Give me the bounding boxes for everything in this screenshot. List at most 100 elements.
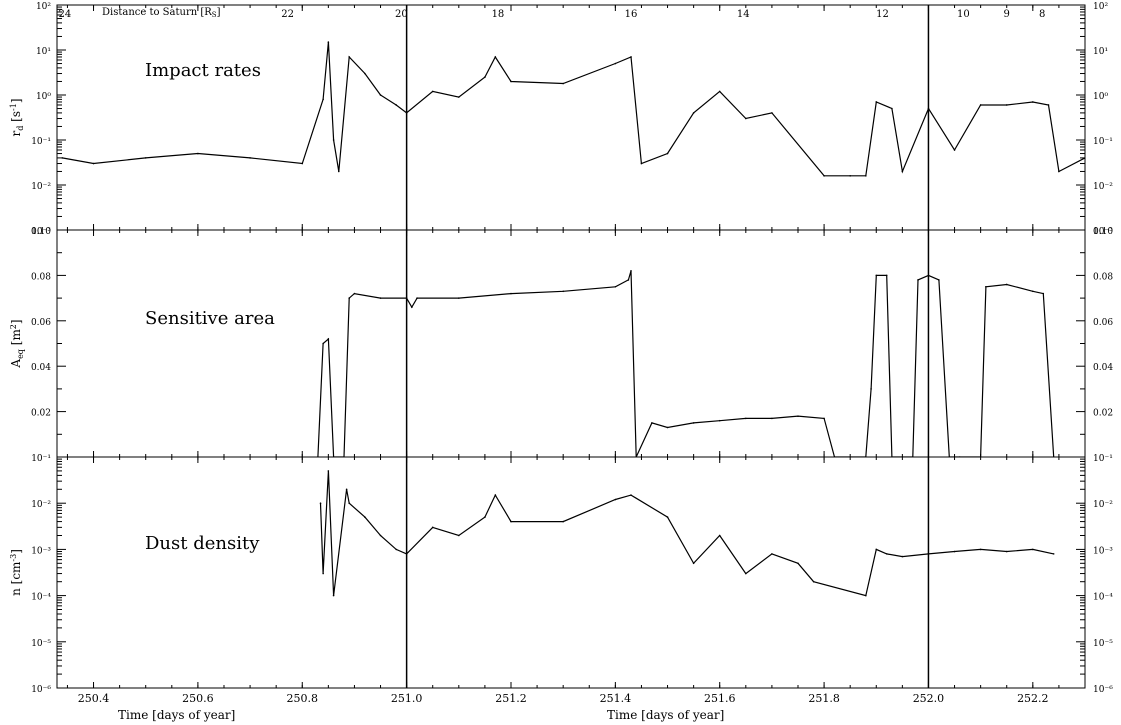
data-point — [948, 456, 951, 457]
data-point — [317, 456, 319, 457]
data-point — [614, 285, 617, 288]
data-point — [431, 526, 434, 529]
data-point — [332, 139, 335, 141]
data-point — [379, 94, 382, 96]
data-point — [322, 572, 324, 575]
top-tick-label: 9 — [1004, 9, 1010, 20]
data-point — [833, 456, 836, 457]
data-point — [348, 56, 351, 58]
data-point — [431, 90, 434, 93]
data-point — [666, 516, 669, 518]
data-point — [1032, 290, 1034, 293]
top-tick-label: 24 — [58, 9, 71, 20]
data-point — [953, 550, 956, 553]
data-point — [865, 175, 867, 177]
y-tick-label-right: 10⁻³ — [1093, 227, 1113, 237]
series-layer — [61, 41, 1085, 597]
data-point — [395, 548, 397, 551]
y-tick-label-left: 10⁻¹ — [31, 137, 51, 147]
panel-title-dust-density: Dust density — [145, 533, 260, 554]
data-point — [875, 548, 878, 551]
data-point — [718, 419, 721, 422]
top-axis-label-sub: S — [212, 11, 217, 19]
series-line-1 — [317, 270, 1055, 457]
data-point — [885, 274, 888, 277]
data-point — [812, 580, 815, 583]
top-tick-label: 10 — [957, 9, 970, 20]
x-tick-label: 251.8 — [808, 692, 840, 705]
top-axis-label: Distance to Saturn [RS] — [102, 7, 221, 19]
data-point — [510, 292, 512, 295]
xlabel-left: Time [days of year] — [118, 708, 235, 722]
data-point — [348, 297, 351, 299]
top-tick-label: 8 — [1039, 9, 1045, 20]
data-point — [92, 162, 95, 165]
data-point — [692, 562, 695, 565]
y-tick-label-left: 0.06 — [31, 318, 51, 328]
data-point — [823, 175, 825, 177]
data-point — [891, 456, 893, 457]
data-point — [630, 494, 632, 496]
x-tick-label: 251.0 — [391, 692, 423, 705]
y-tick-label-right: 0.08 — [1093, 272, 1113, 282]
y-tick-label-left: 10⁻⁴ — [31, 593, 51, 603]
data-point — [979, 456, 982, 457]
data-point — [718, 90, 721, 93]
data-point — [865, 594, 867, 597]
y-tick-label-right: 10⁻¹ — [1093, 454, 1113, 464]
data-point — [640, 162, 643, 165]
data-point — [865, 456, 867, 457]
y-tick-label-left: 10⁻⁵ — [31, 639, 51, 649]
data-point — [1052, 553, 1055, 555]
axis-labels: 250.4 250.6 250.8 251.0 251.2 251.4 251.6 251.8… — [9, 2, 1113, 705]
data-point — [917, 279, 919, 281]
y-tick-label-left: 10⁻² — [31, 182, 51, 192]
data-point — [745, 117, 747, 120]
data-point — [901, 456, 904, 457]
data-point — [771, 112, 773, 114]
data-point — [875, 274, 878, 277]
data-point — [938, 279, 940, 281]
data-point — [891, 107, 893, 110]
data-point — [458, 96, 460, 98]
top-tick-label: 18 — [492, 9, 505, 20]
x-tick-label: 250.6 — [182, 692, 214, 705]
data-point — [635, 456, 638, 457]
data-point — [1052, 456, 1055, 457]
data-point — [953, 149, 956, 151]
y-tick-label-right: 10⁻¹ — [1093, 137, 1113, 147]
data-point — [510, 520, 512, 523]
top-tick-label: 14 — [737, 9, 750, 20]
data-point — [319, 502, 322, 505]
axis-ticks — [57, 4, 1085, 689]
data-point — [927, 274, 930, 277]
y-tick-label-right: 0.10 — [1093, 227, 1113, 237]
data-point — [458, 297, 460, 299]
y-tick-label-left: 0.04 — [31, 363, 51, 373]
data-point — [771, 553, 773, 555]
data-point — [614, 62, 617, 65]
data-point — [1058, 170, 1060, 173]
y-tick-label-left: 10⁻² — [31, 500, 51, 510]
data-point — [322, 98, 324, 101]
y-tick-label-left: 10¹ — [36, 47, 51, 57]
data-point — [332, 594, 335, 597]
data-point — [627, 279, 630, 281]
panel-title-impact-rates: Impact rates — [145, 60, 261, 81]
data-point — [927, 107, 930, 110]
data-point — [1042, 292, 1045, 295]
y-tick-label-right: 10⁻⁶ — [1093, 685, 1113, 695]
top-axis-label-end: ] — [217, 7, 221, 18]
x-tick-label: 251.2 — [495, 692, 527, 705]
data-point — [875, 101, 878, 103]
data-point — [379, 297, 382, 299]
y-tick-label-right: 10⁰ — [1093, 92, 1108, 102]
y-axis-label-1: Aeq [m2] — [9, 319, 25, 368]
data-point — [979, 548, 982, 551]
y-axis-label-0: rd [s-1] — [9, 98, 25, 136]
y-tick-label-left: 10² — [36, 2, 51, 12]
y-tick-label-right: 0.06 — [1093, 318, 1113, 328]
y-tick-label-right: 10⁻³ — [1093, 546, 1113, 556]
data-point — [61, 157, 64, 159]
data-point — [692, 422, 695, 424]
